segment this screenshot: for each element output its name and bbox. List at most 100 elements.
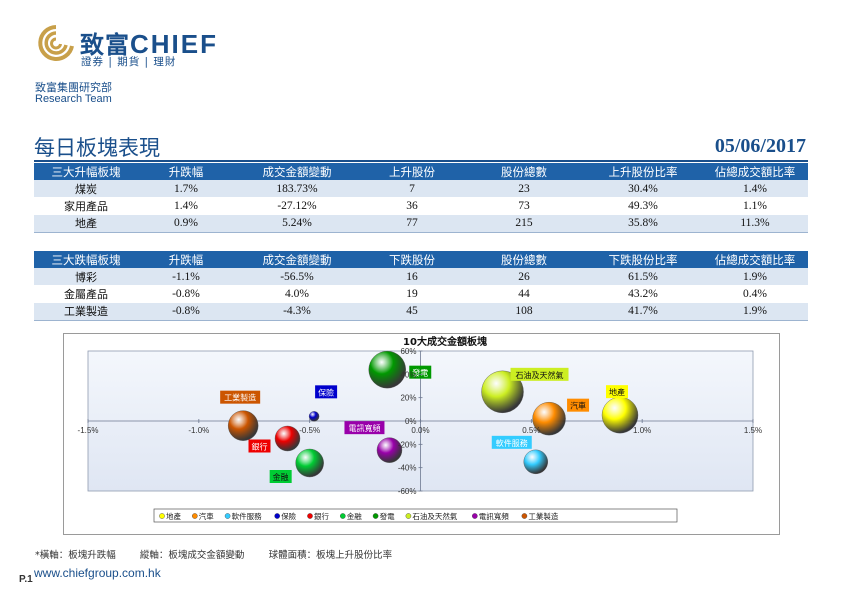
table-row: 金屬產品 -0.8% 4.0% 19 44 43.2% 0.4% (34, 285, 808, 302)
legend-item: 電訊寬頻 (479, 511, 509, 521)
table-cell: 49.3% (628, 199, 658, 212)
header-cell: 下跌股份 (360, 251, 464, 268)
table-cell: -56.5% (234, 268, 360, 286)
top-losers-table: 三大跌幅板塊 升跌幅 成交金額變動 下跌股份 股份總數 下跌股份比率 佔總成交額… (34, 251, 808, 321)
table-cell: 45 (360, 302, 464, 321)
x-tick-label: 0.5% (522, 426, 540, 435)
sector-name: 工業製造 (34, 302, 138, 321)
header-cell: 成交金額變動 (234, 163, 360, 180)
table-row: 地產 0.9% 5.24% 77 215 35.8% 11.3% (34, 214, 808, 233)
legend-swatch (471, 513, 478, 519)
legend-item: 石油及天然氣 (412, 511, 457, 521)
table-cell: 36 (406, 199, 418, 212)
page-title: 每日板塊表現 (34, 136, 160, 160)
legend-item: 發電 (380, 512, 395, 521)
table-cell: 26 (464, 268, 584, 286)
bubble-label-bg (409, 365, 432, 379)
sector-name: 金屬產品 (64, 287, 108, 301)
table-cell: 7 (360, 180, 464, 198)
table-row: 家用產品 1.4% -27.12% 36 73 49.3% 1.1% (34, 197, 808, 214)
table-cell: -4.3% (234, 302, 360, 321)
bubble-label: 電訊寬頻 (348, 423, 380, 433)
header-cell: 成交金額變動 (234, 251, 360, 268)
y-tick-label: 20% (400, 394, 416, 403)
legend-swatch (274, 513, 280, 519)
x-tick-label: -1.0% (188, 426, 209, 435)
table-cell: 77 (360, 214, 464, 233)
legend-item: 工業製造 (528, 511, 558, 521)
legend-swatch (191, 513, 198, 519)
bubble-5 (274, 425, 301, 452)
y-tick-label: -40% (398, 464, 417, 473)
table-cell: 1.1% (743, 199, 767, 212)
x-tick-label: 1.0% (633, 426, 651, 435)
table-cell: 11.3% (702, 214, 808, 233)
y-tick-label: 40% (400, 370, 416, 379)
table-cell: -1.1% (138, 268, 234, 286)
bubble-9 (376, 437, 403, 463)
bubble-label: 金融 (273, 472, 289, 482)
table-cell: 4.0% (285, 287, 309, 300)
header-cell: 佔總成交額比率 (702, 251, 808, 268)
bubble-label-bg (491, 435, 532, 449)
bubble-label-bg (344, 421, 385, 435)
report-date: 05/06/2017 (714, 135, 806, 157)
top-gainers-table: 三大升幅板塊 升跌幅 成交金額變動 上升股份 股份總數 上升股份比率 佔總成交額… (34, 163, 808, 233)
table-cell: 44 (518, 287, 530, 300)
chart-bubbles (227, 350, 639, 478)
sector-name: 煤炭 (34, 180, 138, 198)
table-cell: 23 (464, 180, 584, 198)
bubble-label-bg (606, 385, 628, 399)
table-cell: 1.4% (702, 180, 808, 198)
table-header-row: 三大升幅板塊 升跌幅 成交金額變動 上升股份 股份總數 上升股份比率 佔總成交額… (34, 163, 808, 180)
table-row: 工業製造 -0.8% -4.3% 45 108 41.7% 1.9% (34, 302, 808, 321)
bubble-2 (532, 401, 566, 436)
table-cell: 19 (406, 287, 418, 300)
sector-name: 地產 (34, 214, 138, 233)
y-tick-label: -60% (398, 487, 417, 496)
department-en: Research Team (35, 93, 112, 105)
x-tick-label: -1.5% (78, 426, 99, 435)
bubble-label: 工業製造 (224, 393, 256, 403)
table-cell: 61.5% (584, 268, 702, 286)
x-tick-label: 0.0% (411, 426, 429, 435)
table-cell: 108 (464, 302, 584, 321)
table-cell: 30.4% (584, 180, 702, 198)
table-cell: 5.24% (234, 214, 360, 233)
x-tick-label: -0.5% (299, 426, 320, 435)
bubble-8 (481, 370, 524, 414)
legend-item: 金融 (347, 511, 362, 521)
bubble-3 (523, 449, 548, 475)
brand-cn: 致富 (80, 31, 130, 59)
sector-name: 家用產品 (64, 199, 108, 213)
legend-item: 保險 (281, 511, 296, 521)
bubble-label-bg (248, 439, 271, 453)
bubble-label: 石油及天然氣 (516, 370, 564, 380)
bubble-label: 發電 (412, 369, 428, 378)
legend-swatch (224, 513, 231, 519)
bubble-10 (227, 410, 259, 441)
sector-name: 博彩 (34, 268, 138, 286)
table-cell: 73 (518, 199, 530, 212)
header-cell: 三大跌幅板塊 (34, 251, 138, 268)
table-cell: 0.9% (138, 214, 234, 233)
table-header-row: 三大跌幅板塊 升跌幅 成交金額變動 下跌股份 股份總數 下跌股份比率 佔總成交額… (34, 251, 808, 268)
legend-swatch (307, 513, 313, 519)
legend-swatch (159, 513, 165, 519)
y-tick-label: 0% (405, 417, 417, 426)
chart-footnote: *橫軸：板塊升跌幅 縱軸：板塊成交金額變動 球體面積：板塊上升股份比率 (35, 550, 393, 561)
table-cell: 16 (360, 268, 464, 286)
brand-en: CHIEF (130, 29, 218, 59)
bubble-label-bg (220, 390, 261, 404)
header-cell: 上升股份比率 (584, 163, 702, 180)
bubble-label: 銀行 (252, 442, 268, 452)
table-row: 煤炭 1.7% 183.73% 7 23 30.4% 1.4% (34, 180, 808, 198)
header-cell: 佔總成交額比率 (702, 163, 808, 180)
website-link[interactable]: www.chiefgroup.com.hk (34, 566, 161, 580)
table-cell: 43.2% (628, 287, 658, 300)
y-axis-ticks: -60% -40% -20% 0% 20% 40% 60% (398, 347, 423, 496)
brand-name: 致富CHIEF (80, 25, 218, 60)
table-cell: 1.9% (702, 302, 808, 321)
